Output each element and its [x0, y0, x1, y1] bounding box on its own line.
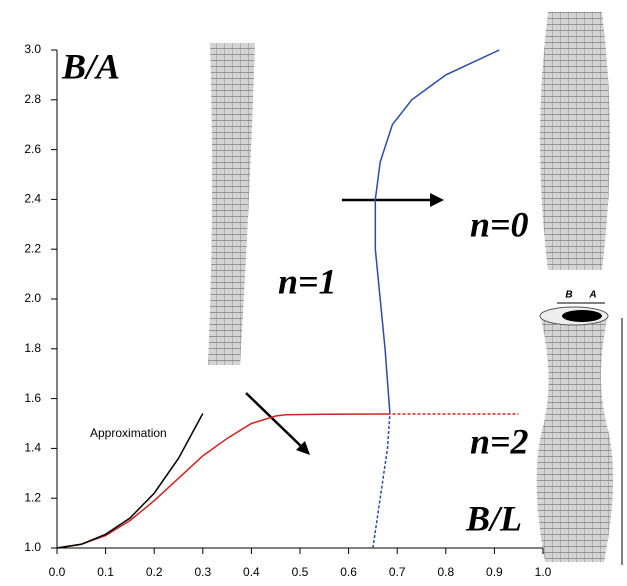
y-tick-label: 2.8 [24, 92, 41, 106]
y-tick-label: 3.0 [24, 42, 41, 56]
x-tick-label: 1.0 [535, 565, 552, 579]
cylinder-hole [562, 310, 602, 322]
x-tick-label: 0.2 [146, 565, 163, 579]
annotation: n=0 [470, 204, 529, 244]
y-axis-label: B/A [61, 46, 120, 86]
arrow-head [430, 193, 444, 207]
x-tick-label: 0.8 [437, 565, 454, 579]
annotation: n=2 [470, 421, 529, 461]
series-label: Approximation [90, 426, 167, 440]
y-tick-label: 1.2 [24, 490, 41, 504]
y-tick-label: 2.2 [24, 241, 41, 255]
x-tick-label: 0.6 [340, 565, 357, 579]
arrow [246, 393, 305, 450]
cylinder-n0 [540, 12, 610, 270]
y-tick-label: 1.4 [24, 441, 41, 455]
y-tick-label: 1.0 [24, 540, 41, 554]
x-tick-label: 0.7 [389, 565, 406, 579]
series-line [373, 414, 390, 548]
annotation: n=1 [278, 261, 337, 301]
x-tick-label: 0.3 [194, 565, 211, 579]
y-tick-label: 2.4 [24, 192, 41, 206]
x-tick-label: 0.4 [243, 565, 260, 579]
y-tick-label: 2.6 [24, 142, 41, 156]
chart: B A B/A B/L n=1 n=0 n=2 Approximation 0.… [0, 0, 627, 586]
x-tick-label: 0.0 [49, 565, 66, 579]
y-tick-label: 1.6 [24, 391, 41, 405]
x-tick-label: 0.5 [292, 565, 309, 579]
dimension-label: B [565, 290, 572, 301]
x-tick-label: 0.9 [486, 565, 503, 579]
y-tick-label: 2.0 [24, 291, 41, 305]
cylinder-n1 [208, 43, 255, 365]
dimension-label: A [588, 290, 596, 301]
x-tick-label: 0.1 [97, 565, 114, 579]
y-tick-label: 1.8 [24, 341, 41, 355]
x-axis-label: B/L [465, 498, 522, 538]
cylinder-n2 [537, 315, 613, 562]
